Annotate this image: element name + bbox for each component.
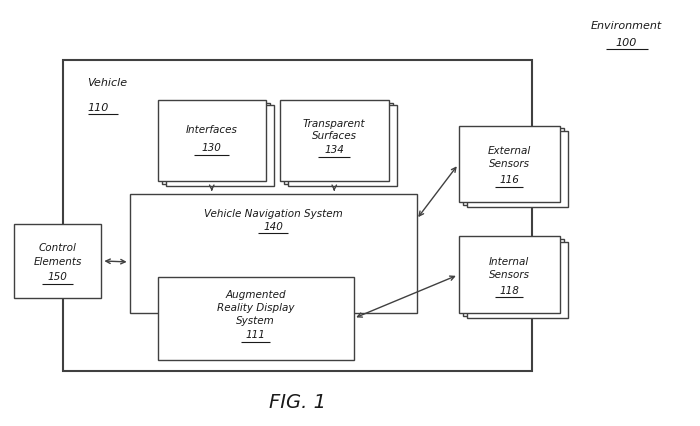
Text: System: System [236, 316, 275, 325]
Bar [288, 105, 397, 186]
Text: Internal: Internal [489, 257, 529, 267]
Bar [467, 131, 568, 207]
Bar [162, 103, 270, 184]
Bar [463, 239, 564, 316]
Text: Sensors: Sensors [489, 270, 530, 280]
Bar [63, 60, 532, 371]
Text: Vehicle: Vehicle [88, 78, 127, 88]
Text: 130: 130 [202, 143, 222, 153]
Bar [158, 277, 354, 360]
Text: Surfaces: Surfaces [312, 131, 357, 141]
Text: 110: 110 [88, 103, 109, 113]
Text: Vehicle Navigation System: Vehicle Navigation System [204, 209, 342, 219]
Text: 111: 111 [246, 331, 265, 340]
Bar [280, 100, 388, 181]
Text: 116: 116 [499, 175, 519, 185]
Bar [458, 236, 560, 313]
Text: Environment: Environment [591, 20, 662, 31]
Bar [463, 128, 564, 205]
Bar [14, 224, 101, 298]
Text: FIG. 1: FIG. 1 [269, 393, 326, 412]
Bar [166, 105, 274, 186]
Text: 100: 100 [616, 38, 637, 49]
Text: Interfaces: Interfaces [186, 125, 238, 135]
Text: 134: 134 [324, 145, 344, 155]
Bar [467, 242, 568, 318]
Text: External: External [488, 146, 531, 156]
Text: 118: 118 [499, 286, 519, 296]
Text: Augmented: Augmented [225, 290, 286, 300]
Text: Sensors: Sensors [489, 159, 530, 169]
Bar [284, 103, 393, 184]
Text: 140: 140 [263, 222, 283, 232]
Text: 150: 150 [48, 272, 68, 282]
Bar [158, 100, 266, 181]
Text: Reality Display: Reality Display [217, 303, 294, 313]
Text: Transparent: Transparent [303, 119, 365, 130]
Text: Control: Control [38, 243, 77, 253]
Bar [130, 194, 416, 313]
Bar [458, 126, 560, 202]
Text: Elements: Elements [34, 257, 82, 267]
